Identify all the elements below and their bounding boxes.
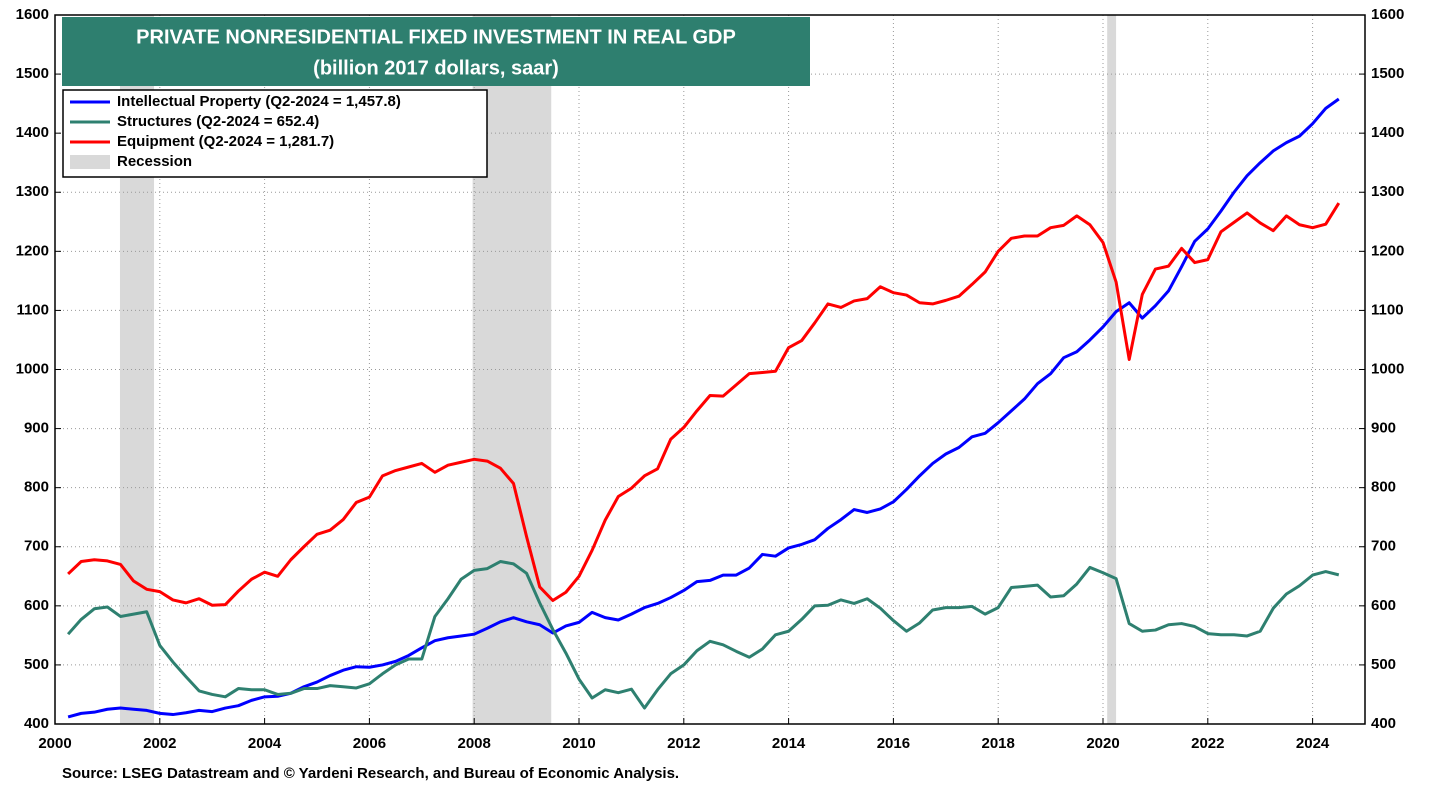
legend-label: Structures (Q2-2024 = 652.4) [117,113,319,130]
y2-tick-label: 1600 [1371,6,1404,23]
legend-swatch [70,155,110,169]
x-tick-label: 2010 [562,735,595,752]
y-tick-label: 1200 [16,242,49,259]
y-tick-label: 900 [24,420,49,437]
y2-tick-label: 1400 [1371,124,1404,141]
legend-box [62,89,488,178]
y-tick-label: 600 [24,597,49,614]
y2-tick-label: 700 [1371,538,1396,555]
source-note: Source: LSEG Datastream and © Yardeni Re… [62,765,679,782]
y-tick-label: 1300 [16,183,49,200]
y2-tick-label: 1300 [1371,183,1404,200]
y2-tick-label: 1500 [1371,65,1404,82]
series-line [67,97,1340,719]
legend-label: Intellectual Property (Q2-2024 = 1,457.8… [117,93,401,110]
y-tick-label: 500 [24,656,49,673]
y2-tick-label: 600 [1371,597,1396,614]
y-tick-label: 1500 [16,65,49,82]
y2-tick-label: 1000 [1371,360,1404,377]
y-tick-label: 1600 [16,6,49,23]
y2-tick-label: 800 [1371,479,1396,496]
series-line [67,202,1341,607]
x-tick-label: 2012 [667,735,700,752]
y2-tick-label: 1100 [1371,301,1404,318]
chart-subtitle: (billion 2017 dollars, saar) [313,57,559,79]
y-tick-label: 800 [24,479,49,496]
y-tick-label: 1000 [16,360,49,377]
chart-title: PRIVATE NONRESIDENTIAL FIXED INVESTMENT … [136,26,736,48]
x-tick-label: 2002 [143,735,176,752]
x-tick-label: 2004 [248,735,282,752]
x-tick-label: 2008 [458,735,491,752]
y2-tick-label: 400 [1371,715,1396,732]
x-tick-label: 2022 [1191,735,1224,752]
legend: Intellectual Property (Q2-2024 = 1,457.8… [70,93,401,170]
x-tick-label: 2016 [877,735,910,752]
y-tick-label: 1100 [16,301,49,318]
x-tick-label: 2000 [38,735,71,752]
legend-label: Equipment (Q2-2024 = 1,281.7) [117,133,334,150]
x-tick-label: 2020 [1086,735,1119,752]
x-tick-label: 2014 [772,735,806,752]
y-tick-label: 400 [24,715,49,732]
x-tick-label: 2006 [353,735,386,752]
series-line [66,560,1340,710]
y-tick-label: 1400 [16,124,49,141]
y2-tick-label: 500 [1371,656,1396,673]
x-tick-label: 2024 [1296,735,1330,752]
legend-label: Recession [117,153,192,170]
y2-tick-label: 900 [1371,420,1396,437]
line-layer [66,97,1341,719]
x-tick-label: 2018 [982,735,1015,752]
title-box [62,17,810,86]
y2-tick-label: 1200 [1371,242,1404,259]
y-tick-label: 700 [24,538,49,555]
